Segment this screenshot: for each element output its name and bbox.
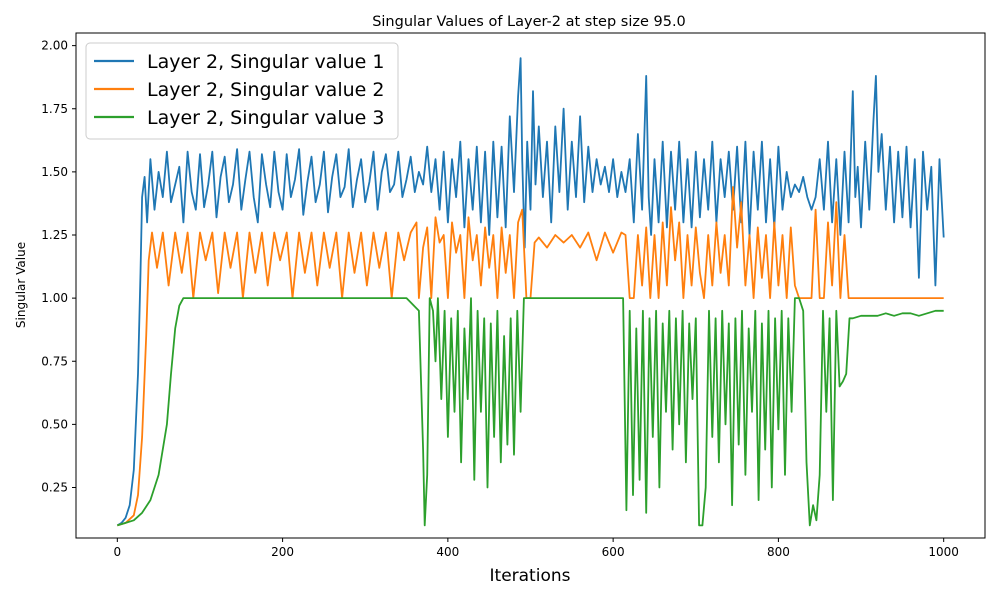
x-tick-label: 600 xyxy=(602,545,625,559)
y-tick-label: 1.75 xyxy=(41,102,68,116)
y-tick-label: 0.50 xyxy=(41,417,68,431)
legend-box xyxy=(85,42,399,140)
x-tick-label: 0 xyxy=(113,545,121,559)
axes-frame xyxy=(75,32,986,539)
y-axis-label: Singular Value xyxy=(14,242,28,328)
series-line-1 xyxy=(116,57,945,527)
series-line-3 xyxy=(117,297,944,527)
plot-area xyxy=(116,57,945,527)
y-tick-label: 1.00 xyxy=(41,291,68,305)
x-axis-label: Iterations xyxy=(490,566,571,586)
series-line-2 xyxy=(117,186,944,527)
y-tick-label: 1.25 xyxy=(41,228,68,242)
x-tick-label: 400 xyxy=(436,545,459,559)
chart-title: Singular Values of Layer-2 at step size … xyxy=(372,14,686,30)
legend-label-1: Layer 2, Singular value 1 xyxy=(147,51,384,73)
y-tick-label: 0.25 xyxy=(41,481,68,495)
x-tick-label: 800 xyxy=(767,545,790,559)
x-axis: 0 200 400 600 800 1000 xyxy=(113,538,959,559)
y-tick-label: 0.75 xyxy=(41,354,68,368)
legend-label-2: Layer 2, Singular value 2 xyxy=(147,79,384,101)
x-tick-label: 200 xyxy=(271,545,294,559)
y-tick-label: 2.00 xyxy=(41,39,68,53)
y-tick-label: 1.50 xyxy=(41,165,68,179)
x-tick-label: 1000 xyxy=(928,545,959,559)
y-axis: 0.25 0.50 0.75 1.00 1.25 1.50 1.75 2.00 xyxy=(41,39,76,495)
legend: Layer 2, Singular value 1 Layer 2, Singul… xyxy=(85,42,399,140)
legend-label-3: Layer 2, Singular value 3 xyxy=(147,107,384,129)
